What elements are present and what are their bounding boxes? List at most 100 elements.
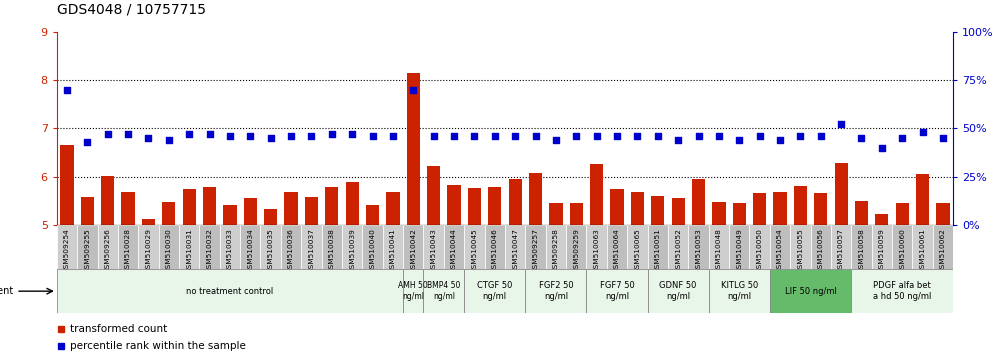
Text: GSM510036: GSM510036 — [288, 228, 294, 273]
Bar — [936, 203, 949, 225]
Bar — [647, 269, 709, 313]
Text: GSM510065: GSM510065 — [634, 228, 640, 273]
Bar — [688, 225, 709, 269]
Bar — [668, 225, 688, 269]
Text: GSM509257: GSM509257 — [533, 228, 539, 273]
Point — [670, 137, 686, 143]
Text: CTGF 50
ng/ml: CTGF 50 ng/ml — [477, 281, 513, 301]
Point — [487, 133, 503, 139]
Bar — [549, 203, 563, 225]
Bar — [285, 193, 298, 225]
Text: GSM510039: GSM510039 — [350, 228, 356, 273]
Bar — [220, 225, 240, 269]
Bar — [281, 225, 301, 269]
Bar — [423, 225, 444, 269]
Bar — [366, 205, 379, 225]
Point — [813, 133, 829, 139]
Bar — [406, 73, 420, 225]
Bar — [525, 269, 587, 313]
Bar — [770, 225, 790, 269]
Text: GSM509255: GSM509255 — [85, 228, 91, 273]
Bar — [363, 225, 382, 269]
Text: GSM510043: GSM510043 — [430, 228, 436, 273]
Bar — [872, 225, 892, 269]
Text: GSM510064: GSM510064 — [614, 228, 621, 273]
Text: GSM510049: GSM510049 — [736, 228, 742, 273]
Point — [201, 131, 217, 137]
Text: AMH 50
ng/ml: AMH 50 ng/ml — [398, 281, 428, 301]
Point — [405, 87, 421, 93]
Bar — [587, 269, 647, 313]
Text: percentile rank within the sample: percentile rank within the sample — [70, 341, 246, 351]
Bar — [403, 225, 423, 269]
Bar — [447, 185, 461, 225]
Point — [690, 133, 706, 139]
Point — [528, 133, 544, 139]
Point — [345, 131, 361, 137]
Point — [324, 131, 340, 137]
Bar — [753, 193, 766, 225]
Bar — [671, 198, 685, 225]
Bar — [98, 225, 118, 269]
Point — [894, 135, 910, 141]
Text: GSM510030: GSM510030 — [165, 228, 172, 273]
Point — [304, 133, 320, 139]
Bar — [240, 225, 261, 269]
Text: GSM510028: GSM510028 — [125, 228, 131, 273]
Bar — [223, 205, 237, 225]
Text: GSM510048: GSM510048 — [716, 228, 722, 273]
Text: GSM510033: GSM510033 — [227, 228, 233, 273]
Bar — [587, 225, 607, 269]
Bar — [382, 225, 403, 269]
Point — [711, 133, 727, 139]
Bar — [485, 225, 505, 269]
Text: GSM509259: GSM509259 — [574, 228, 580, 273]
Text: BMP4 50
ng/ml: BMP4 50 ng/ml — [427, 281, 460, 301]
Point — [873, 145, 889, 150]
Bar — [179, 225, 199, 269]
Bar — [427, 166, 440, 225]
Text: no treatment control: no treatment control — [186, 287, 274, 296]
Point — [731, 137, 747, 143]
Bar — [203, 187, 216, 225]
Bar — [61, 145, 74, 225]
Bar — [770, 269, 852, 313]
Bar — [141, 219, 155, 225]
Point — [589, 133, 605, 139]
Point — [609, 133, 624, 139]
Bar — [57, 225, 77, 269]
Bar — [790, 225, 811, 269]
Bar — [464, 269, 525, 313]
Point — [59, 87, 75, 93]
Point — [263, 135, 279, 141]
Point — [466, 133, 482, 139]
Bar — [794, 186, 807, 225]
Bar — [505, 225, 525, 269]
Bar — [261, 225, 281, 269]
Point — [160, 137, 177, 143]
Bar — [162, 202, 175, 225]
Text: GSM510060: GSM510060 — [899, 228, 905, 273]
Bar — [627, 225, 647, 269]
Text: GSM510032: GSM510032 — [206, 228, 212, 273]
Text: GSM509258: GSM509258 — [553, 228, 559, 273]
Bar — [933, 225, 953, 269]
Bar — [423, 269, 464, 313]
Bar — [814, 193, 828, 225]
Bar — [546, 225, 566, 269]
Text: GSM510054: GSM510054 — [777, 228, 783, 273]
Bar — [895, 203, 909, 225]
Point — [649, 133, 665, 139]
Bar — [138, 225, 158, 269]
Text: transformed count: transformed count — [70, 324, 167, 334]
Point — [181, 131, 197, 137]
Text: GSM510051: GSM510051 — [654, 228, 660, 273]
Text: GSM510059: GSM510059 — [878, 228, 884, 273]
Text: GSM510056: GSM510056 — [818, 228, 824, 273]
Point — [507, 133, 523, 139]
Bar — [875, 214, 888, 225]
Bar — [733, 203, 746, 225]
Bar — [855, 201, 869, 225]
Bar — [611, 189, 623, 225]
Bar — [122, 192, 134, 225]
